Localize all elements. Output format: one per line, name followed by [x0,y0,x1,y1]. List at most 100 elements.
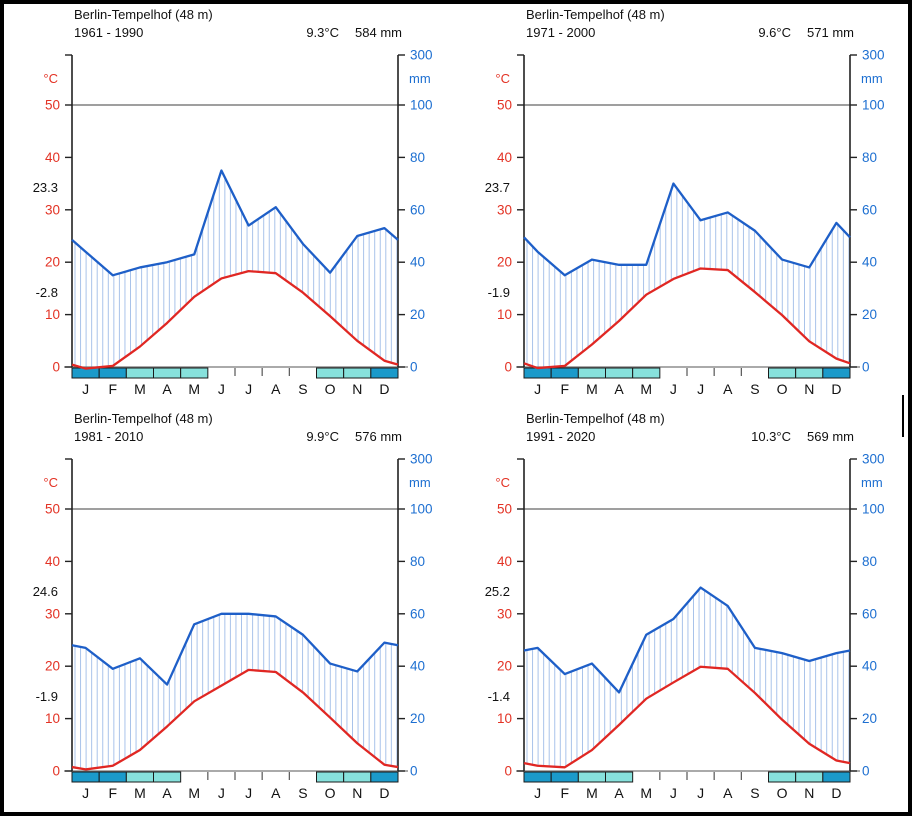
temp-tick-label: 40 [497,150,512,165]
precip-tick-label: 80 [410,554,425,569]
precip-tick-label: 0 [862,764,870,779]
temp-tick-label: 10 [45,711,60,726]
station-title: Berlin-Tempelhof (48 m) [74,7,213,22]
temp-tick-label: 10 [497,711,512,726]
month-label: A [271,381,281,397]
frost-bar-dark [523,771,552,783]
frost-bar-dark [550,367,579,379]
frost-bar-dark [98,367,127,379]
month-label: N [352,785,362,801]
annual-precip-value: 571 mm [807,25,854,40]
temp-tick-label: 30 [45,606,60,621]
period-label: 1981 - 2010 [74,429,144,444]
frost-bar-light [768,771,797,783]
month-label: M [640,381,652,397]
month-label: O [777,785,788,801]
tmax-label: 23.3 [32,180,58,195]
month-label: N [804,381,814,397]
annual-precip-value: 569 mm [807,429,854,444]
month-label: J [218,785,225,801]
tmax-label: 25.2 [484,584,510,599]
temp-tick-label: 20 [45,659,60,674]
temp-tick-label: 30 [45,202,60,217]
frost-bar-dark [71,771,100,783]
precip-top-tick-label: 300 [862,48,885,63]
frost-bar-dark [822,771,851,783]
month-label: M [586,381,598,397]
precip-tick-label: 60 [410,606,425,621]
panel-1991-2020: 0 10 20 30 40 50 0 20 40 60 80 100 300 J F M A M J J A S O N D B… [456,408,908,812]
month-label: A [614,381,624,397]
frost-bar-light [153,367,182,379]
mean-temp-value: 9.6°C [758,25,791,40]
month-label: O [325,381,336,397]
month-label: D [379,785,389,801]
temp-tick-label: 0 [52,764,60,779]
frost-bar-light [632,367,661,379]
month-label: S [750,785,759,801]
temperature-curve [71,269,399,370]
month-label: J [670,381,677,397]
frost-bar-light [605,367,634,379]
precip-tick-label: 20 [862,711,877,726]
precip-tick-label: 40 [862,659,877,674]
precip-top-tick-label: 300 [410,452,433,467]
temp-tick-label: 0 [52,360,60,375]
station-title: Berlin-Tempelhof (48 m) [526,411,665,426]
precipitation-curve [523,586,851,694]
month-label: M [188,785,200,801]
frost-bar-light [343,367,372,379]
mm-axis-unit: mm [409,475,431,490]
temp-tick-label: 20 [497,255,512,270]
tmin-label: -1.9 [487,285,510,300]
month-label: A [723,785,733,801]
month-label: M [134,381,146,397]
frost-bar-dark [98,771,127,783]
celsius-axis-unit: °C [495,71,510,86]
precip-tick-label: 100 [410,98,433,113]
precip-tick-label: 100 [862,502,885,517]
frost-bar-light [577,771,607,783]
temp-tick-label: 40 [45,150,60,165]
mm-axis-unit: mm [861,475,883,490]
month-label: J [245,785,252,801]
month-label: A [271,785,281,801]
month-label: J [670,785,677,801]
precip-tick-label: 80 [862,150,877,165]
period-label: 1971 - 2000 [526,25,596,40]
precip-tick-label: 60 [862,202,877,217]
annual-precip-value: 584 mm [355,25,402,40]
month-label: A [162,785,172,801]
panel-1961-1990: 0 10 20 30 40 50 0 20 40 60 80 100 300 J F M A M J J A S O N D B… [4,4,456,408]
month-label: J [534,381,541,397]
month-label: J [697,381,704,397]
month-label: J [82,381,89,397]
frost-bar-light [153,771,182,783]
temp-tick-label: 50 [45,98,60,113]
precip-tick-label: 20 [410,307,425,322]
precip-tick-label: 20 [862,307,877,322]
tmin-label: -2.8 [35,285,58,300]
frost-bar-light [125,771,155,783]
precip-tick-label: 40 [862,255,877,270]
month-label: M [640,785,652,801]
precipitation-curve [71,612,399,686]
precip-top-tick-label: 300 [410,48,433,63]
month-label: F [560,785,569,801]
precip-tick-label: 60 [862,606,877,621]
border-artifact-line [902,395,904,437]
precip-tick-label: 40 [410,659,425,674]
mm-axis-unit: mm [409,71,431,86]
temp-tick-label: 10 [497,307,512,322]
mean-temp-value: 9.9°C [306,429,339,444]
frost-bar-light [768,367,797,379]
month-label: S [298,785,307,801]
frost-bar-light [343,771,372,783]
month-label: J [82,785,89,801]
period-label: 1991 - 2020 [526,429,596,444]
period-label: 1961 - 1990 [74,25,144,40]
temp-tick-label: 20 [497,659,512,674]
